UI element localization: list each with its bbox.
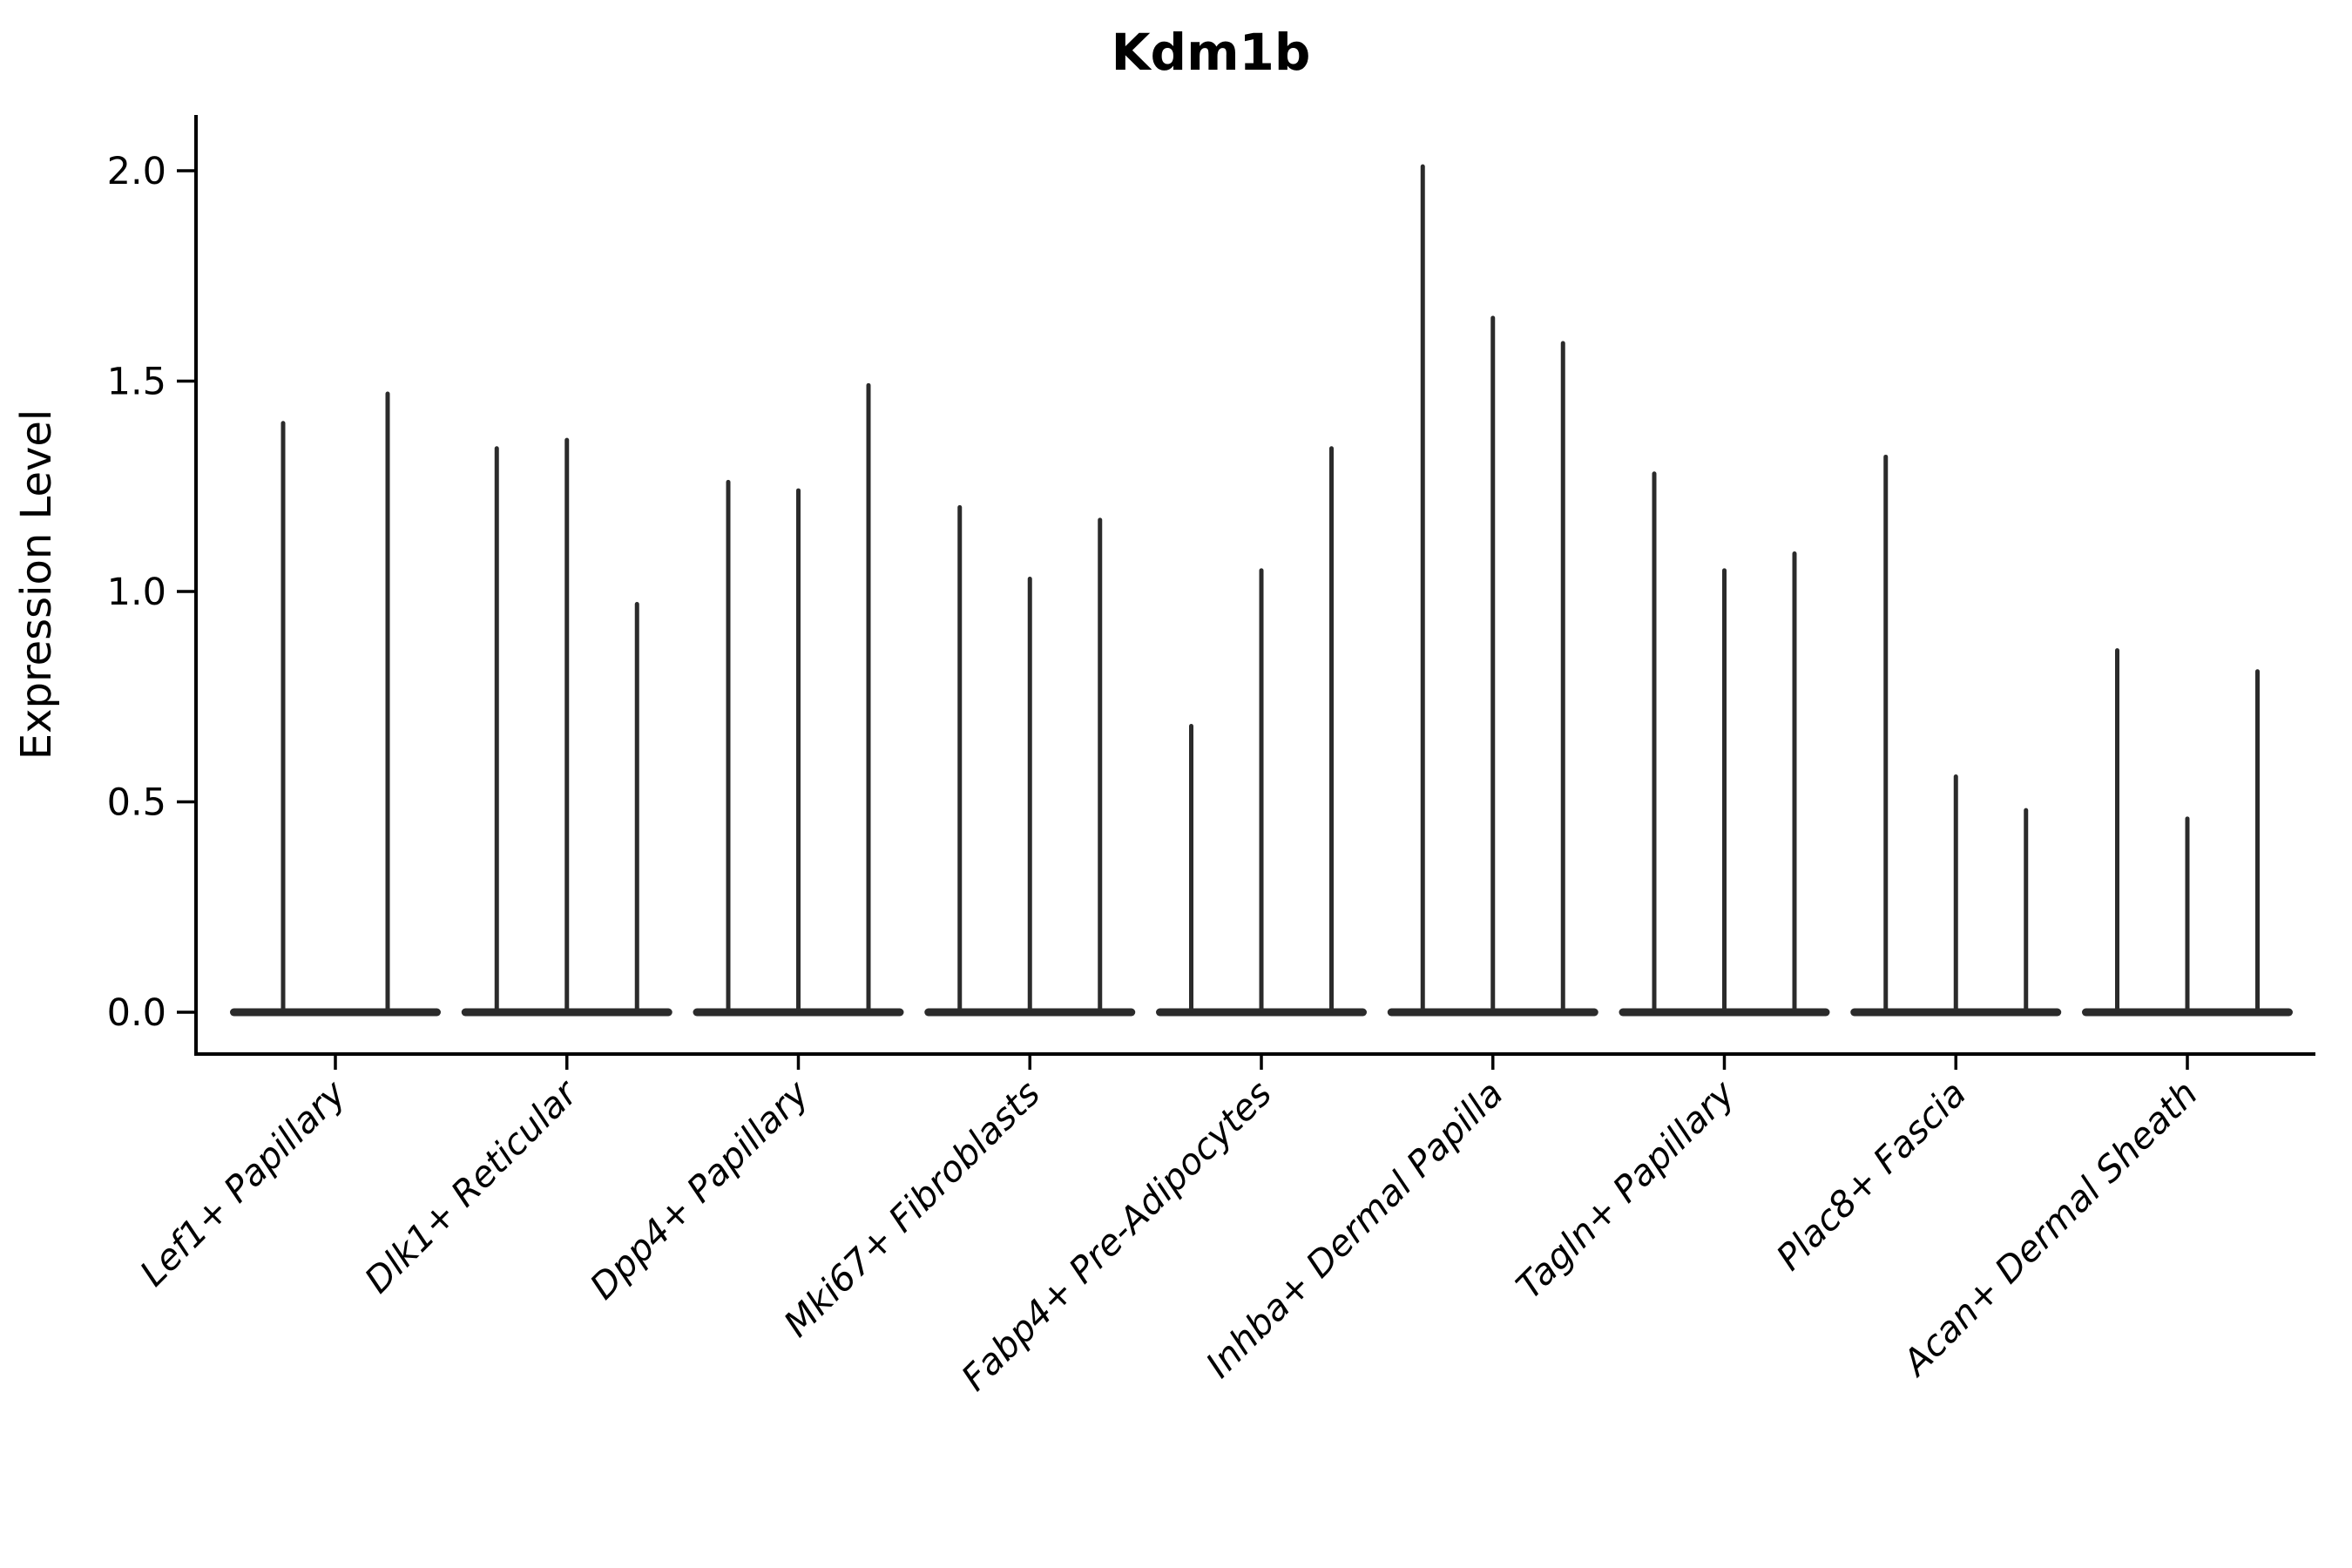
y-axis-label: Expression Level: [12, 409, 61, 760]
chart-title: Kdm1b: [1112, 23, 1311, 82]
plot-area: 0.0 0.5 1.0 1.5 2.0 Lef1+ Papillary Dlk1+ Reti…: [107, 115, 2315, 1399]
x-tick-label: Dpp4+ Papillary: [582, 1072, 817, 1308]
x-tick-label: Mki67+ Fibroblasts: [776, 1072, 1049, 1345]
x-tick-label: Lef1+ Papillary: [132, 1072, 354, 1294]
violin-baseline: [230, 1008, 441, 1017]
y-tick-label: 0.5: [107, 781, 166, 825]
y-tick-label: 2.0: [107, 150, 166, 193]
x-tick-label: Dlk1+ Reticular: [356, 1071, 586, 1301]
x-tick-label: Tagln+ Papillary: [1508, 1072, 1743, 1308]
y-tick-label: 1.5: [107, 361, 166, 404]
y-tick-label: 0.0: [107, 991, 166, 1035]
y-tick-label: 1.0: [107, 571, 166, 614]
x-tick-label: Plac8+ Fascia: [1768, 1072, 1974, 1278]
